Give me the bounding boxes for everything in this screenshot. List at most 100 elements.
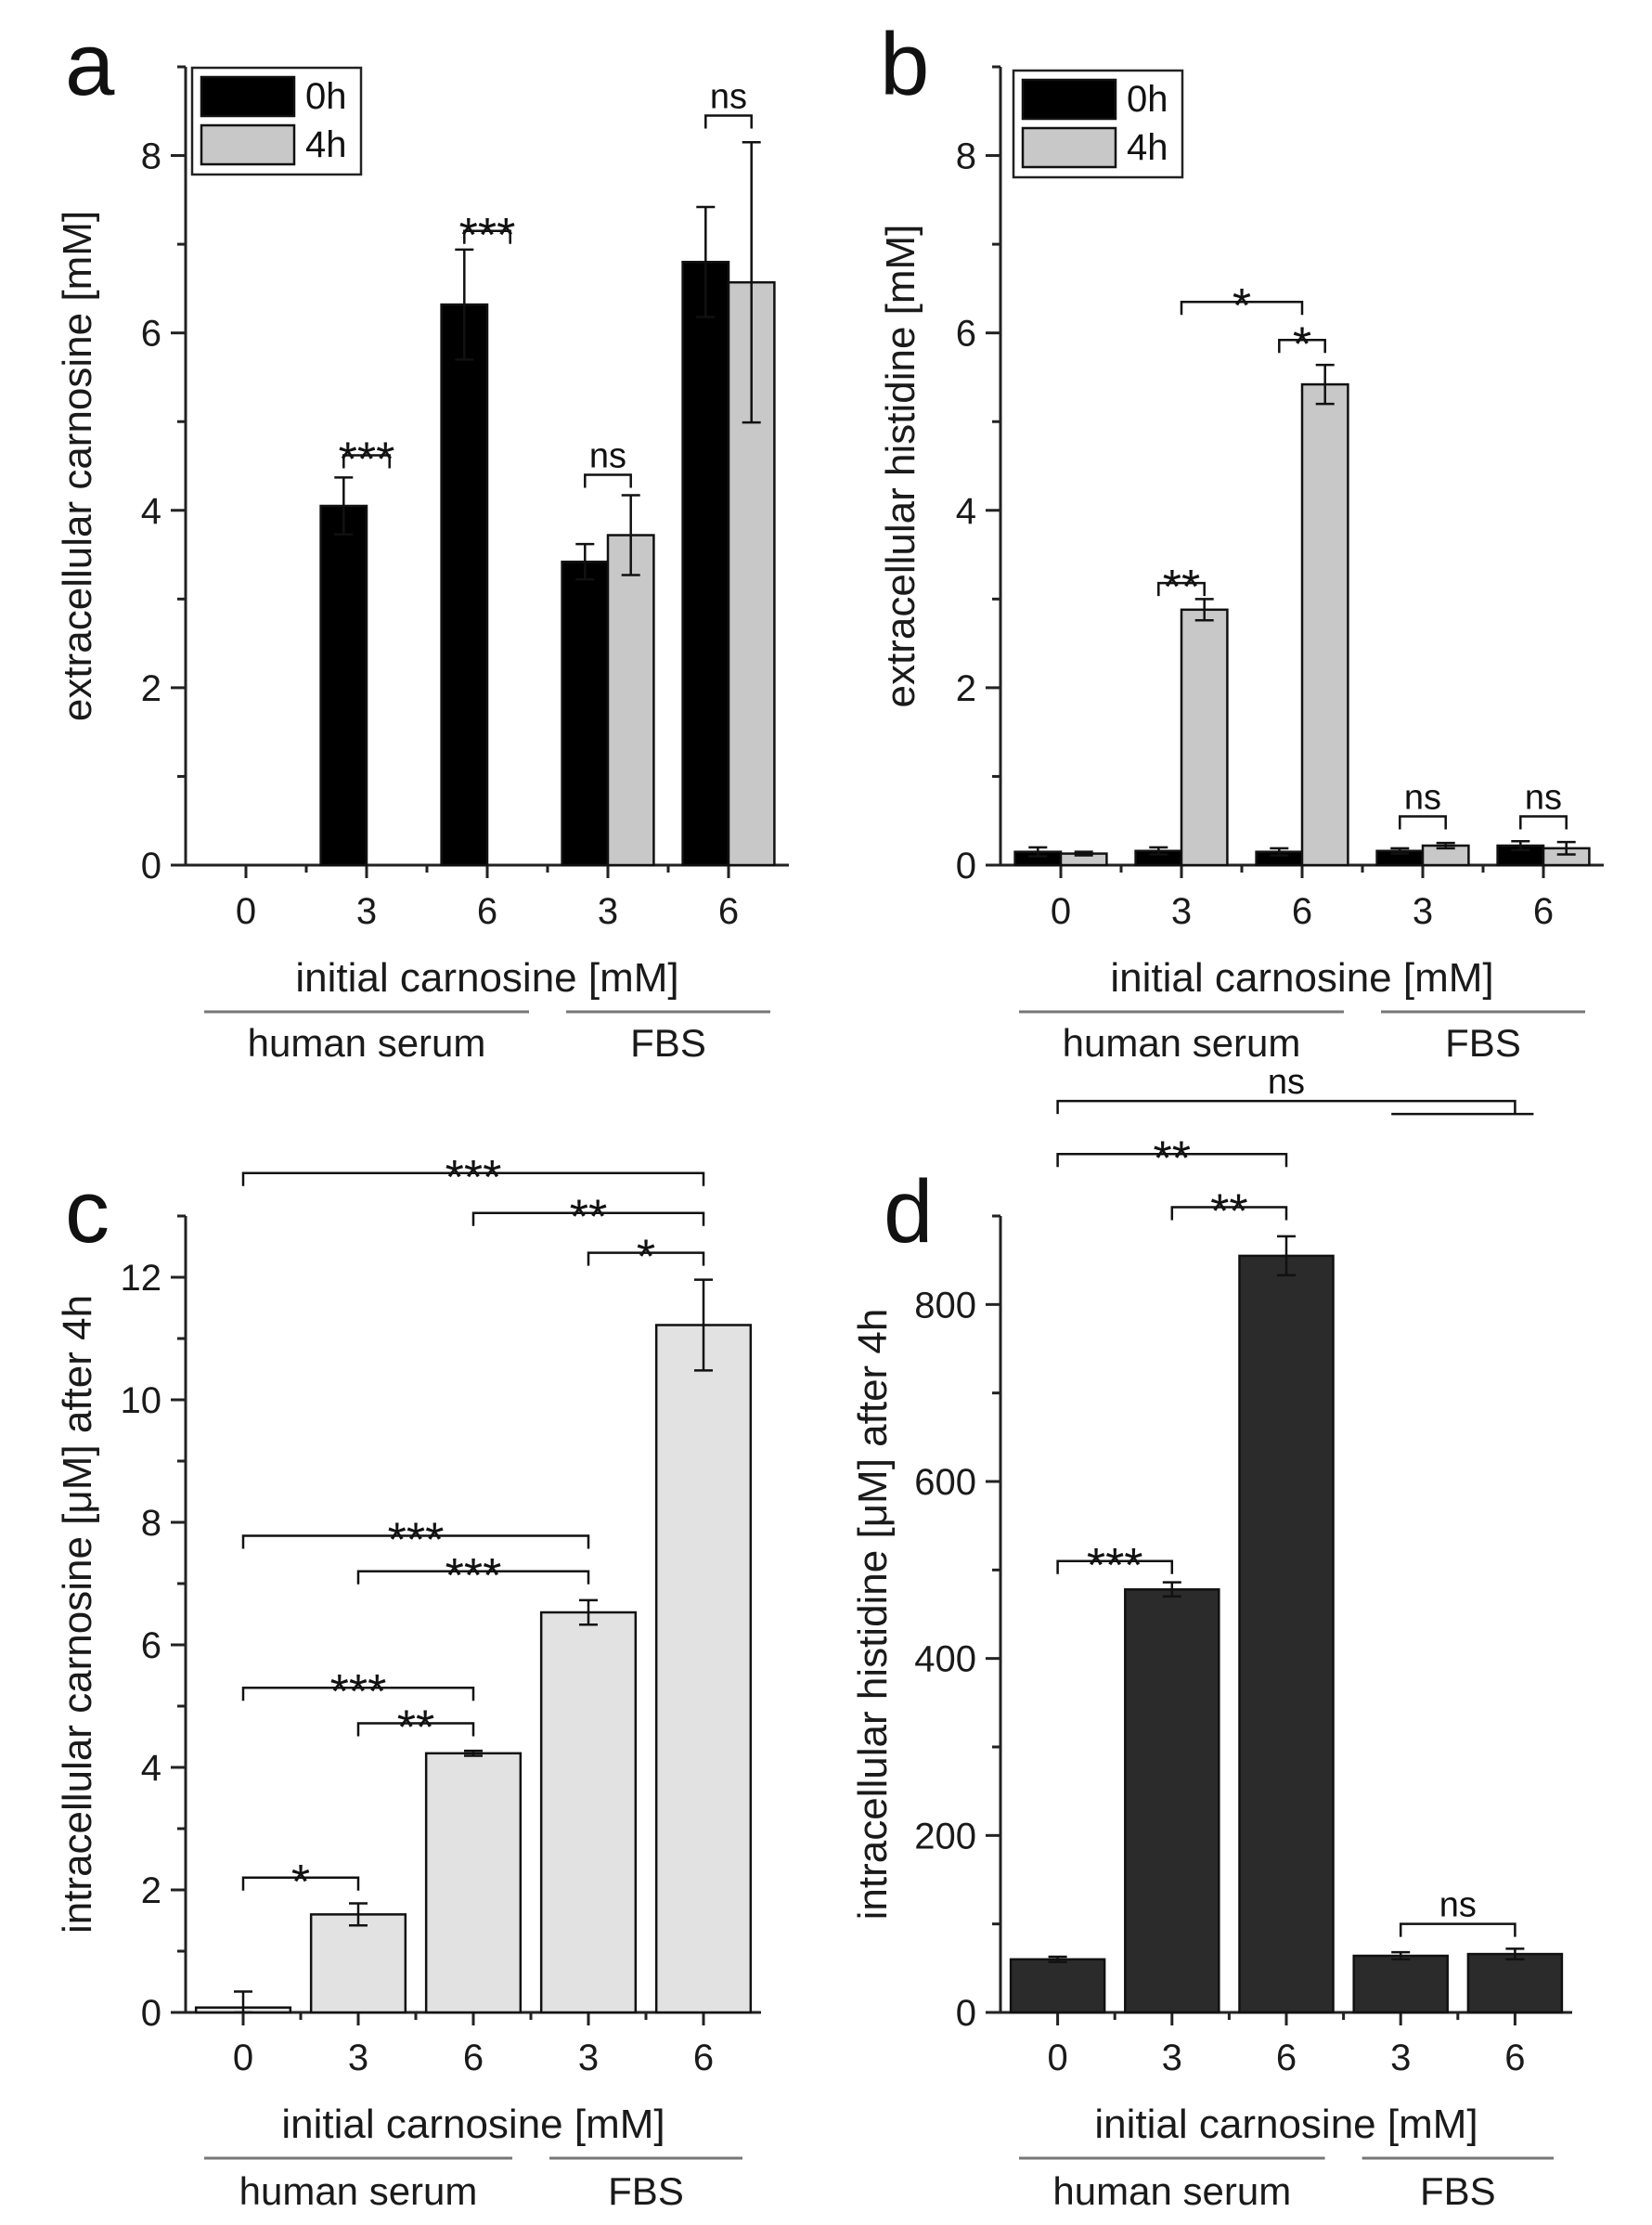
significance-bracket xyxy=(241,1876,360,1891)
panel-letter: c xyxy=(65,1162,110,1261)
bar xyxy=(1352,1954,1449,2014)
y-axis-label: extracellular histidine [mM] xyxy=(878,225,923,708)
significance-bracket xyxy=(1399,1922,1516,1937)
significance-bracket xyxy=(1056,1099,1516,1115)
x-tick-label: 3 xyxy=(348,2037,368,2078)
significance-bracket xyxy=(342,454,391,469)
significance-bracket xyxy=(1278,339,1326,354)
panel-letter: a xyxy=(65,15,115,114)
y-tick-label: 10 xyxy=(121,1380,162,1421)
y-tick-label: 0 xyxy=(956,846,976,886)
y-tick-label: 2 xyxy=(141,668,161,709)
y-axis-label: intracellular histidine [μM] after 4h xyxy=(850,1309,896,1921)
legend-label: 0h xyxy=(305,76,347,117)
panel-letter: b xyxy=(880,15,929,114)
legend-label: 4h xyxy=(1127,127,1168,168)
y-axis-label: extracellular carnosine [mM] xyxy=(55,211,100,721)
bar xyxy=(561,560,610,867)
significance-label: ns xyxy=(710,78,747,117)
y-tick-label: 6 xyxy=(956,314,976,355)
bar xyxy=(1009,1958,1106,2014)
y-tick-label: 4 xyxy=(141,1748,161,1789)
significance-bracket xyxy=(1056,1559,1174,1574)
x-tick-label: 6 xyxy=(463,2037,484,2078)
significance-label: * xyxy=(1293,317,1311,371)
y-tick-label: 6 xyxy=(141,314,161,355)
y-tick-label: 4 xyxy=(141,491,161,532)
significance-bracket xyxy=(587,1251,705,1266)
significance-label: ** xyxy=(1163,561,1200,614)
significance-bracket xyxy=(1056,1153,1288,1168)
group-label: FBS xyxy=(1420,2169,1496,2213)
y-tick-label: 0 xyxy=(956,1993,976,2034)
significance-bracket xyxy=(1180,300,1304,316)
x-tick-label: 6 xyxy=(1292,891,1312,932)
bar xyxy=(654,1324,753,2014)
significance-bracket xyxy=(584,473,632,488)
significance-label: ns xyxy=(1525,778,1562,817)
significance-label: *** xyxy=(339,433,395,487)
y-tick-label: 8 xyxy=(956,136,976,177)
group-label: human serum xyxy=(239,2169,478,2213)
x-axis-label: initial carnosine [mM] xyxy=(1094,2102,1478,2147)
x-tick-label: 6 xyxy=(477,891,497,932)
group-label: FBS xyxy=(1445,1021,1521,1065)
bar xyxy=(424,1752,523,2014)
bar xyxy=(606,534,655,867)
significance-label: ** xyxy=(1210,1184,1247,1238)
bar xyxy=(1238,1254,1335,2014)
significance-label: ns xyxy=(1404,778,1441,817)
significance-bracket xyxy=(356,1570,590,1585)
significance-label: * xyxy=(637,1231,655,1285)
y-tick-label: 600 xyxy=(914,1462,976,1503)
significance-bracket xyxy=(1519,815,1568,830)
y-tick-label: 2 xyxy=(956,668,976,709)
x-tick-label: 6 xyxy=(1276,2037,1297,2078)
x-tick-label: 3 xyxy=(1171,891,1192,932)
bar xyxy=(1124,1588,1220,2014)
legend-swatch xyxy=(1021,78,1117,121)
significance-bracket xyxy=(241,1686,475,1701)
bar xyxy=(681,260,730,867)
group-label: FBS xyxy=(630,1021,706,1065)
significance-label: *** xyxy=(445,1151,502,1205)
y-tick-label: 2 xyxy=(141,1870,161,1911)
group-label: human serum xyxy=(1052,2169,1291,2213)
group-label: human serum xyxy=(248,1021,486,1065)
legend-label: 0h xyxy=(1127,79,1168,120)
legend-swatch xyxy=(200,123,296,166)
bar xyxy=(1180,608,1229,867)
x-tick-label: 6 xyxy=(1533,891,1554,932)
significance-label: *** xyxy=(388,1514,445,1568)
y-tick-label: 8 xyxy=(141,1503,161,1544)
significance-bracket xyxy=(241,1171,705,1186)
x-tick-label: 0 xyxy=(1051,891,1071,932)
x-tick-label: 6 xyxy=(1504,2037,1525,2078)
y-tick-label: 200 xyxy=(914,1816,976,1856)
significance-bracket xyxy=(704,114,753,129)
significance-label: *** xyxy=(330,1665,387,1719)
bar xyxy=(309,1913,407,2014)
bar xyxy=(319,504,368,867)
group-label: FBS xyxy=(608,2169,684,2213)
x-axis-label: initial carnosine [mM] xyxy=(1110,955,1493,1001)
x-tick-label: 0 xyxy=(1047,2037,1067,2078)
x-axis-label: initial carnosine [mM] xyxy=(295,955,678,1001)
panel-letter: d xyxy=(884,1162,933,1261)
significance-label: ns xyxy=(589,437,626,476)
x-tick-label: 3 xyxy=(598,891,618,932)
y-tick-label: 800 xyxy=(914,1285,976,1326)
legend-swatch xyxy=(200,75,296,118)
significance-label: *** xyxy=(1087,1539,1143,1593)
y-tick-label: 8 xyxy=(141,136,161,177)
significance-label: * xyxy=(1233,279,1251,333)
x-tick-label: 3 xyxy=(1162,2037,1182,2078)
y-axis-label: intracellular carnosine [μM] after 4h xyxy=(55,1295,100,1934)
x-tick-label: 6 xyxy=(693,2037,714,2078)
legend-label: 4h xyxy=(305,124,347,165)
significance-label: ** xyxy=(397,1701,434,1754)
significance-label: ns xyxy=(1439,1886,1477,1925)
x-tick-label: 0 xyxy=(236,891,256,932)
significance-label: ** xyxy=(1154,1132,1191,1185)
